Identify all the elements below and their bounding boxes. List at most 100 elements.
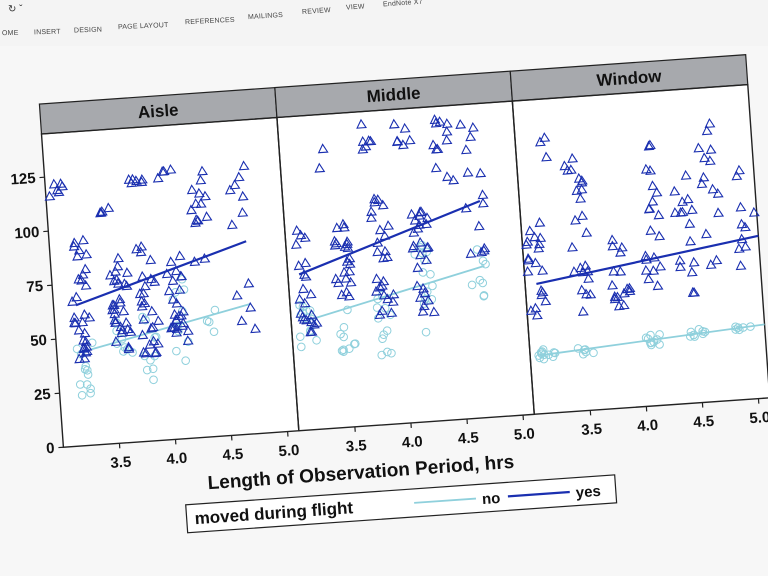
data-point-yes: [116, 327, 128, 338]
data-point-yes: [609, 290, 621, 302]
legend-box: [185, 474, 618, 534]
data-point-yes: [131, 175, 142, 186]
data-point-yes: [374, 281, 386, 292]
x-tick-label: 4.5: [693, 413, 715, 431]
data-point-yes: [177, 320, 188, 331]
data-point-yes: [114, 293, 126, 304]
data-point-yes: [537, 286, 549, 297]
data-point-yes: [534, 238, 545, 249]
data-point-yes: [613, 300, 625, 311]
data-point-yes: [121, 317, 133, 328]
data-point-yes: [81, 248, 93, 259]
data-point-yes: [455, 118, 467, 129]
data-point-yes: [237, 190, 249, 201]
data-point-yes: [167, 275, 179, 286]
data-point-yes: [387, 296, 399, 307]
data-point-yes: [182, 335, 194, 346]
panel-title-aisle: Aisle: [137, 100, 179, 122]
ribbon-tab-page-layout[interactable]: PAGE LAYOUT: [117, 21, 169, 32]
data-point-yes: [406, 208, 418, 219]
data-point-yes: [139, 297, 151, 308]
data-point-yes: [236, 315, 248, 326]
data-point-yes: [195, 174, 207, 185]
data-point-yes: [146, 322, 157, 333]
data-point-yes: [582, 265, 594, 276]
x-tick-label: 4.5: [222, 446, 244, 464]
ribbon-tab-references[interactable]: REFERENCES: [184, 16, 235, 27]
data-point-no: [589, 348, 598, 358]
ribbon-tab-review[interactable]: REVIEW: [301, 7, 332, 16]
data-point-yes: [386, 307, 398, 318]
data-point-yes: [108, 275, 120, 286]
data-point-yes: [616, 241, 628, 252]
data-point-yes: [311, 317, 323, 328]
data-point-yes: [301, 314, 313, 325]
ribbon-tab-endnote[interactable]: EndNote X7: [382, 0, 423, 9]
quick-access-toolbar[interactable]: ↻ ˇ: [8, 4, 23, 15]
data-point-yes: [300, 257, 312, 268]
data-point-yes: [197, 165, 208, 176]
data-point-yes: [412, 262, 424, 273]
data-point-yes: [148, 335, 160, 346]
data-point-yes: [713, 207, 725, 218]
data-point-yes: [317, 143, 329, 154]
data-point-yes: [429, 114, 441, 125]
data-point-no: [204, 317, 214, 327]
data-point-yes: [110, 316, 122, 328]
data-point-yes: [176, 270, 188, 281]
data-point-yes: [740, 240, 752, 251]
data-point-yes: [366, 212, 377, 223]
ribbon-tab-insert[interactable]: INSERT: [33, 28, 61, 37]
fit-line-no-aisle: [79, 303, 251, 354]
data-point-yes: [366, 206, 378, 217]
ribbon-tab-design[interactable]: DESIGN: [73, 26, 103, 35]
data-point-yes: [647, 195, 659, 206]
data-point-no: [80, 365, 90, 374]
data-point-yes: [144, 338, 156, 349]
data-point-yes: [525, 305, 537, 316]
data-point-yes: [705, 144, 717, 155]
data-point-yes: [412, 280, 424, 291]
ribbon-tab-home[interactable]: OME: [1, 29, 19, 38]
data-point-yes: [376, 280, 388, 291]
fit-line-yes-middle: [298, 200, 481, 276]
data-point-yes: [624, 282, 636, 293]
x-tick-label: 4.0: [401, 433, 423, 451]
data-point-yes: [369, 196, 381, 207]
data-point-yes: [541, 151, 553, 162]
data-point-yes: [607, 279, 619, 290]
data-point-yes: [341, 286, 353, 297]
series-yes: [44, 114, 760, 364]
data-point-yes: [712, 187, 724, 198]
legend-label-no: no: [481, 490, 500, 508]
y-tick-label: 0: [46, 440, 56, 458]
data-point-yes: [299, 232, 311, 243]
data-point-yes: [237, 206, 249, 217]
ribbon-tab-view[interactable]: VIEW: [345, 3, 365, 12]
data-point-yes: [107, 304, 119, 315]
data-point-yes: [674, 254, 686, 265]
data-point-yes: [68, 240, 80, 251]
data-point-yes: [378, 289, 390, 300]
data-point-yes: [374, 224, 386, 235]
data-point-yes: [562, 164, 574, 175]
data-point-yes: [688, 256, 700, 267]
fit-line-no-window: [541, 323, 765, 357]
data-point-yes: [655, 260, 667, 271]
data-point-yes: [151, 346, 162, 357]
data-point-yes: [704, 117, 716, 128]
data-point-yes: [693, 142, 705, 153]
ribbon-tab-mailings[interactable]: MAILINGS: [247, 11, 284, 22]
data-point-yes: [147, 321, 159, 332]
data-point-yes: [226, 219, 238, 230]
data-point-yes: [113, 252, 124, 263]
data-point-no: [735, 325, 744, 335]
data-point-yes: [680, 169, 692, 180]
data-point-no: [467, 280, 477, 290]
y-tick-label: 75: [26, 278, 44, 296]
data-point-yes: [243, 277, 255, 288]
data-point-yes: [417, 305, 429, 316]
data-point-yes: [441, 118, 453, 129]
data-point-yes: [644, 202, 656, 213]
data-point-yes: [365, 135, 377, 146]
